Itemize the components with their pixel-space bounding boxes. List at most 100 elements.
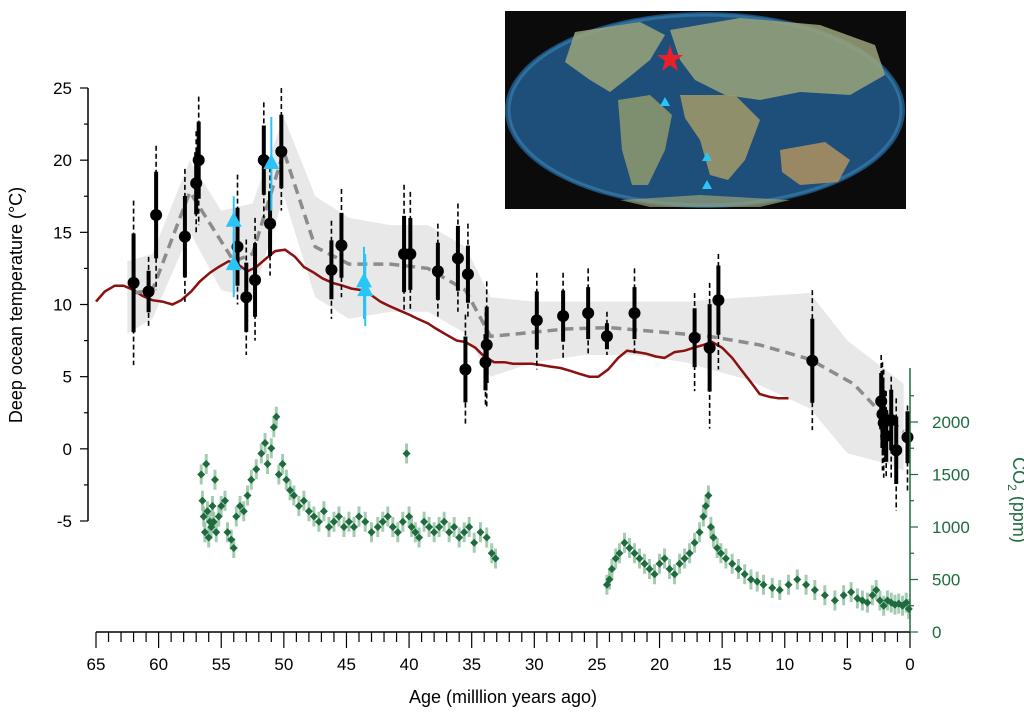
co2-point bbox=[640, 559, 649, 568]
black-point bbox=[890, 444, 903, 457]
co2-point bbox=[740, 570, 749, 579]
co2-point bbox=[314, 517, 323, 526]
co2-point bbox=[784, 580, 793, 589]
co2-point bbox=[274, 470, 283, 479]
y2-tick-label: 1500 bbox=[932, 466, 970, 485]
co2-point bbox=[759, 580, 768, 589]
co2-point bbox=[476, 528, 485, 537]
co2-point bbox=[690, 538, 699, 547]
co2-point bbox=[660, 554, 669, 563]
x-tick-label: 35 bbox=[462, 655, 481, 674]
inset-map-triangle-icon bbox=[660, 97, 670, 106]
co2-point bbox=[713, 544, 722, 552]
co2-point bbox=[239, 507, 248, 516]
co2-point bbox=[820, 591, 829, 600]
co2-point bbox=[830, 596, 839, 605]
co2-point bbox=[670, 570, 679, 579]
co2-point bbox=[267, 444, 276, 453]
co2-point bbox=[344, 517, 353, 526]
y-ticks: -5 0 5 10 15 20 25 bbox=[53, 79, 88, 531]
black-point bbox=[628, 307, 641, 320]
co2-point bbox=[197, 470, 206, 479]
co2-point bbox=[407, 523, 416, 531]
y-tick-label: 20 bbox=[53, 151, 72, 170]
co2-point bbox=[361, 517, 370, 526]
co2-point bbox=[203, 507, 212, 516]
co2-point bbox=[243, 491, 252, 500]
co2-point bbox=[324, 523, 333, 531]
y2-axis-title-main: CO bbox=[1009, 457, 1024, 484]
co2-point bbox=[334, 512, 343, 521]
co2-point bbox=[299, 496, 308, 505]
co2-point bbox=[875, 596, 884, 605]
co2-point bbox=[398, 517, 407, 526]
co2-point bbox=[863, 598, 872, 607]
co2-point bbox=[304, 507, 313, 516]
co2-point bbox=[685, 549, 694, 558]
blue-triangle-point bbox=[357, 281, 374, 297]
co2-point bbox=[212, 528, 221, 537]
blue-triangle-point bbox=[263, 154, 280, 170]
co2-point bbox=[655, 559, 664, 568]
co2-point bbox=[728, 559, 737, 568]
co2-point bbox=[214, 512, 223, 521]
co2-point bbox=[665, 565, 674, 573]
black-point bbox=[127, 276, 140, 289]
x-tick-label: 0 bbox=[905, 655, 914, 674]
co2-point bbox=[450, 523, 459, 531]
co2-point bbox=[695, 528, 704, 537]
y2-axis-title-unit: (ppm) bbox=[1009, 491, 1024, 543]
co2-point bbox=[487, 549, 496, 558]
co2-point bbox=[839, 591, 848, 600]
black-point bbox=[335, 239, 348, 252]
co2-point bbox=[630, 549, 639, 558]
co2-point bbox=[420, 517, 429, 526]
inset-map-land-africa bbox=[680, 95, 760, 180]
y-tick-label: 5 bbox=[63, 368, 72, 387]
black-point bbox=[885, 413, 898, 426]
co2-point bbox=[734, 565, 743, 573]
co2-point bbox=[204, 533, 213, 542]
x-ticks: 65 60 55 50 45 40 35 30 25 20 15 10 5 0 bbox=[87, 632, 915, 674]
co2-point bbox=[793, 575, 802, 584]
gray-dashed-line bbox=[133, 145, 905, 433]
black-point bbox=[901, 431, 914, 444]
x-tick-label: 50 bbox=[274, 655, 293, 674]
co2-point bbox=[405, 512, 414, 521]
gray-dashed-series bbox=[133, 145, 905, 433]
co2-point bbox=[309, 512, 318, 521]
red-curve-line bbox=[95, 248, 789, 400]
x-tick-label: 5 bbox=[843, 655, 852, 674]
co2-point bbox=[411, 528, 420, 537]
black-point bbox=[557, 310, 570, 323]
co2-point bbox=[460, 528, 469, 537]
co2-point bbox=[349, 523, 358, 531]
co2-point bbox=[902, 598, 911, 607]
co2-point bbox=[879, 601, 888, 610]
black-point bbox=[404, 247, 417, 260]
y2-ticks: 0 500 1000 1500 2000 bbox=[910, 395, 970, 642]
co2-point bbox=[319, 507, 328, 516]
co2-point bbox=[430, 528, 439, 537]
co2-point bbox=[482, 533, 491, 542]
inset-map-land-south-america bbox=[618, 95, 672, 185]
red-curve-series bbox=[95, 248, 789, 400]
co2-point bbox=[680, 554, 689, 563]
co2-point bbox=[635, 554, 644, 563]
co2-point bbox=[354, 512, 363, 521]
inset-map bbox=[505, 11, 906, 209]
y-axis-title: Deep ocean temperature (°C) bbox=[6, 187, 26, 423]
y2-axis-title-sub: 2 bbox=[1005, 484, 1019, 491]
x-tick-label: 30 bbox=[525, 655, 544, 674]
co2-point bbox=[200, 528, 209, 537]
co2-point bbox=[440, 517, 449, 526]
y-tick-label: -5 bbox=[57, 512, 72, 531]
y2-tick-label: 2000 bbox=[932, 413, 970, 432]
co2-point bbox=[425, 523, 434, 531]
co2-point bbox=[868, 591, 877, 600]
co2-point bbox=[611, 554, 620, 563]
co2-point bbox=[252, 465, 261, 474]
co2-point bbox=[247, 475, 256, 484]
co2-point bbox=[605, 575, 614, 584]
co2-point bbox=[367, 528, 376, 537]
